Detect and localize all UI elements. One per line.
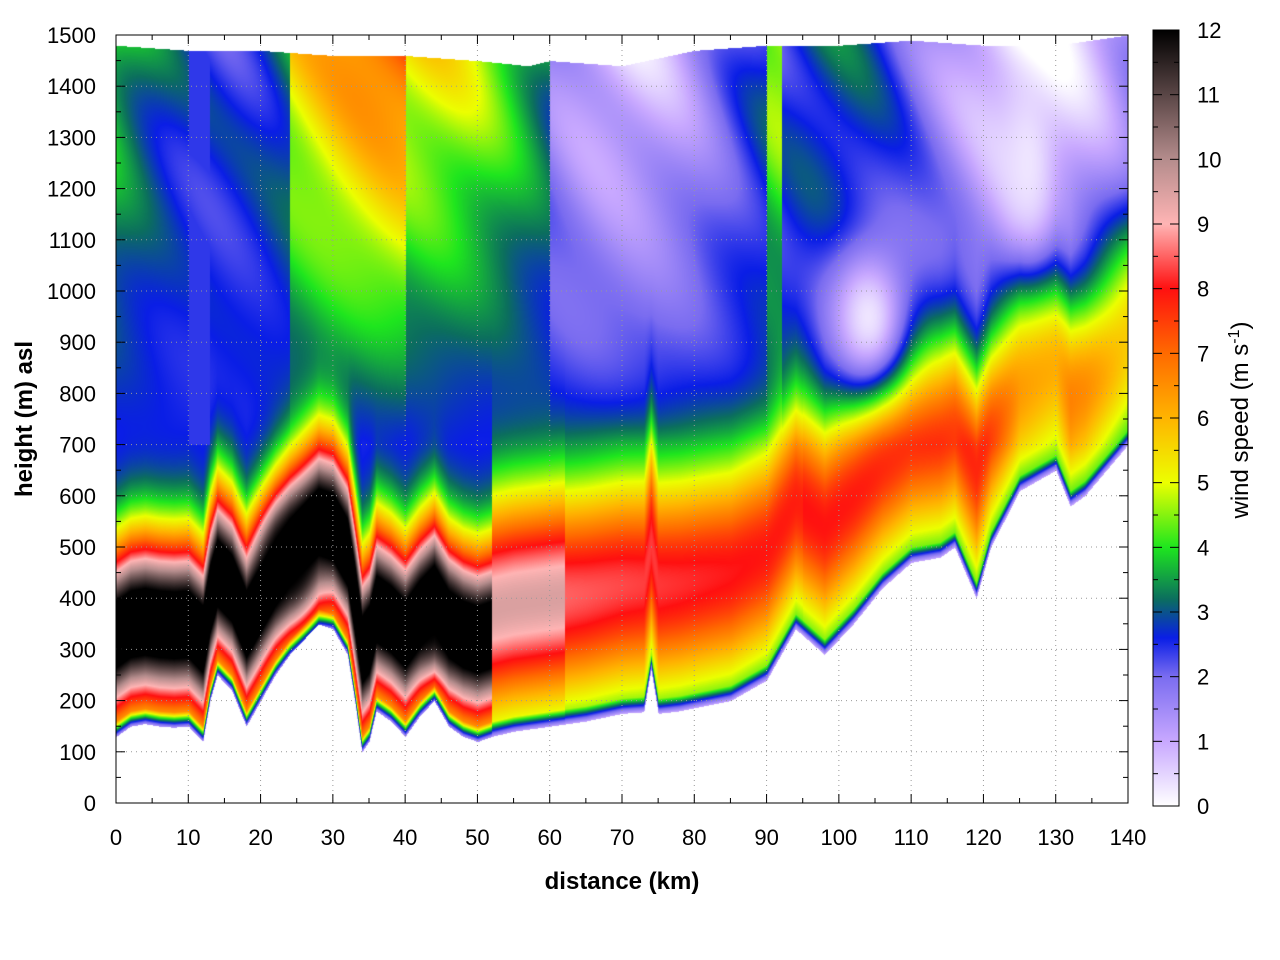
y-tick-label: 300	[59, 637, 96, 662]
colorbar-tick-label: 12	[1197, 18, 1221, 43]
x-tick-label: 0	[110, 825, 122, 850]
colorbar-tick-label: 10	[1197, 147, 1221, 172]
x-axis: 0 10 20 30 40 50 60 70 80 90 100 110 120 130 140	[110, 35, 1146, 850]
colorbar-title-main: wind speed (m s	[1227, 344, 1254, 520]
colorbar-tick-label: 0	[1197, 794, 1209, 819]
y-tick-label: 1100	[49, 228, 96, 253]
x-tick-label: 120	[965, 825, 1002, 850]
y-axis: 0 100 200 300 400 500 600 700 800 900 1000 1100 1200…	[47, 23, 1128, 816]
colorbar-title-end: )	[1227, 322, 1254, 330]
x-tick-label: 90	[754, 825, 778, 850]
y-tick-label: 1200	[47, 177, 96, 202]
x-axis-title: distance (km)	[545, 868, 700, 895]
y-tick-label: 100	[59, 740, 96, 765]
colorbar-tick-label: 3	[1197, 600, 1209, 625]
colorbar-tick-label: 4	[1197, 535, 1209, 560]
y-axis-title: height (m) asl	[11, 341, 38, 497]
x-tick-label: 60	[537, 825, 561, 850]
x-tick-label: 40	[393, 825, 417, 850]
x-tick-label: 130	[1037, 825, 1074, 850]
x-tick-label: 110	[894, 825, 929, 850]
y-tick-label: 200	[59, 689, 96, 714]
colorbar-tick-label: 7	[1197, 341, 1209, 366]
x-tick-label: 20	[248, 825, 272, 850]
colorbar-tick-label: 11	[1197, 83, 1220, 108]
x-tick-label: 10	[176, 825, 200, 850]
colorbar-tick-label: 8	[1197, 277, 1209, 302]
colorbar-tick-label: 5	[1197, 471, 1209, 496]
y-tick-label: 700	[59, 433, 96, 458]
y-tick-label: 0	[84, 791, 96, 816]
y-tick-label: 900	[59, 330, 96, 355]
y-tick-label: 500	[59, 535, 96, 560]
colorbar-tick-label: 2	[1197, 665, 1209, 690]
x-tick-label: 140	[1110, 825, 1147, 850]
colorbar-title: wind speed (m s-1)	[1226, 322, 1254, 520]
colorbar-tick-label: 1	[1197, 729, 1209, 754]
x-tick-label: 30	[321, 825, 345, 850]
y-tick-label: 1500	[47, 23, 96, 48]
grid	[116, 35, 1128, 803]
x-tick-label: 70	[610, 825, 634, 850]
y-tick-label: 600	[59, 484, 96, 509]
y-tick-label: 1000	[47, 279, 96, 304]
x-tick-label: 80	[682, 825, 706, 850]
colorbar-tick-label: 6	[1197, 406, 1209, 431]
y-tick-label: 1300	[47, 125, 96, 150]
y-tick-label: 400	[59, 586, 96, 611]
x-tick-label: 50	[465, 825, 489, 850]
y-tick-label: 1400	[47, 74, 96, 99]
colorbar-tick-label: 9	[1197, 212, 1209, 237]
y-tick-label: 800	[59, 381, 96, 406]
colorbar-title-sup: -1	[1226, 329, 1243, 343]
x-tick-label: 100	[820, 825, 857, 850]
